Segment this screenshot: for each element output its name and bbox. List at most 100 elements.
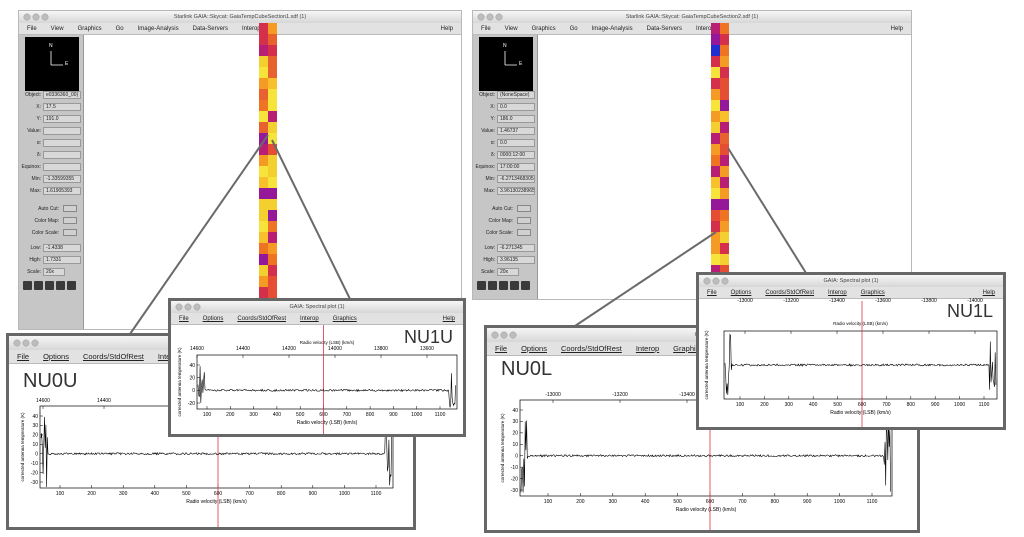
menu-item[interactable]: File xyxy=(179,316,189,322)
window-button[interactable] xyxy=(495,13,503,21)
menu-item[interactable]: Interop xyxy=(635,344,660,353)
menu-item[interactable]: Interop xyxy=(241,26,261,32)
zoom-button[interactable] xyxy=(56,281,65,290)
menu-item[interactable]: Graphics xyxy=(860,290,885,296)
menu-item[interactable]: Graphics xyxy=(673,344,704,353)
window-button[interactable] xyxy=(184,303,192,311)
zoom-button[interactable] xyxy=(510,281,519,290)
menu-item[interactable]: Coords/StdOfRest xyxy=(560,344,622,353)
menu-item[interactable]: File xyxy=(481,26,491,32)
pixel xyxy=(268,254,277,265)
window-button[interactable] xyxy=(22,339,30,347)
zoom-button[interactable] xyxy=(45,281,54,290)
y-axis-label: corrected antenna temperature (K) xyxy=(20,412,25,482)
window-button[interactable] xyxy=(491,331,499,339)
y-tick-label: 10 xyxy=(512,442,518,448)
window-button[interactable] xyxy=(500,331,508,339)
menu-item[interactable]: Interop xyxy=(300,316,319,322)
control-button[interactable] xyxy=(517,205,531,212)
window-button[interactable] xyxy=(703,277,711,285)
menu-item[interactable]: View xyxy=(50,26,64,32)
menu-item[interactable]: Graphics xyxy=(77,26,102,32)
pixel xyxy=(720,133,729,144)
bottom-tick-label: 800 xyxy=(277,491,286,497)
menu-item[interactable]: Options xyxy=(730,290,752,296)
pixel xyxy=(711,166,720,177)
window-button[interactable] xyxy=(175,303,183,311)
menu-item[interactable]: Options xyxy=(43,352,69,361)
menu-item[interactable]: File xyxy=(707,290,717,296)
menu-item[interactable]: Image-Analysis xyxy=(591,26,633,32)
zoom-button[interactable] xyxy=(67,281,76,290)
menu-item[interactable]: File xyxy=(27,26,37,32)
pixel xyxy=(259,155,268,166)
limit-value: -1.4338 xyxy=(43,244,81,252)
zoom-button[interactable] xyxy=(34,281,43,290)
pixel xyxy=(268,78,277,89)
bottom-tick-label: 200 xyxy=(226,412,235,418)
connector-line xyxy=(574,231,717,327)
limit-label: Scale: xyxy=(481,269,495,275)
menu-item[interactable]: Help xyxy=(442,316,455,322)
window-button[interactable] xyxy=(32,13,40,21)
control-button[interactable] xyxy=(63,205,77,212)
menu-item[interactable]: Interop xyxy=(828,290,847,296)
menu-item[interactable]: Help xyxy=(440,26,453,32)
x-axis-label: Radio velocity (LSB) (km/s) xyxy=(830,410,891,416)
pixel xyxy=(720,23,729,34)
menu-item[interactable]: Data-Servers xyxy=(192,26,228,32)
menu-item[interactable]: Graphics xyxy=(531,26,556,32)
field-value: 17.5 xyxy=(43,103,81,111)
menu-item[interactable]: Help xyxy=(890,26,903,32)
menu-item[interactable]: Coords/StdOfRest xyxy=(765,290,815,296)
zoom-button[interactable] xyxy=(23,281,32,290)
control-button[interactable] xyxy=(63,229,77,236)
y-tick-label: 0 xyxy=(192,388,195,394)
control-label: Color Scale: xyxy=(31,230,59,236)
menu-item[interactable]: Image-Analysis xyxy=(137,26,179,32)
control-label: Auto Cut: xyxy=(38,206,59,212)
control-button[interactable] xyxy=(517,217,531,224)
menu-item[interactable]: View xyxy=(504,26,518,32)
window-button[interactable] xyxy=(193,303,201,311)
zoom-button[interactable] xyxy=(499,281,508,290)
zoom-button[interactable] xyxy=(488,281,497,290)
top-tick-label: 13800 xyxy=(374,346,388,352)
window-button[interactable] xyxy=(721,277,729,285)
window-button[interactable] xyxy=(13,339,21,347)
menu-item[interactable]: Graphics xyxy=(332,316,357,322)
pixel xyxy=(720,100,729,111)
zoom-button[interactable] xyxy=(477,281,486,290)
menu-item[interactable]: Go xyxy=(569,26,578,32)
window-button[interactable] xyxy=(31,339,39,347)
menu-item[interactable]: Help xyxy=(982,290,995,296)
top-axis-label: Radio velocity (LSB) (km/s) xyxy=(300,340,355,345)
menu-item[interactable]: Go xyxy=(115,26,124,32)
menu-item[interactable]: Coords/StdOfRest xyxy=(82,352,144,361)
menu-item[interactable]: Options xyxy=(521,344,547,353)
connector-line xyxy=(727,147,807,274)
field-label: Max: xyxy=(30,188,41,194)
limit-value: 3.96135 xyxy=(497,256,535,264)
control-panel: N E Object: e0336360_00) X: 17.5 Y: 191.0 Value:… xyxy=(19,35,84,329)
window-button[interactable] xyxy=(23,13,31,21)
menu-item[interactable]: Data-Servers xyxy=(646,26,682,32)
window-button[interactable] xyxy=(712,277,720,285)
pixel xyxy=(711,89,720,100)
menu-item[interactable]: Options xyxy=(202,316,224,322)
window-button[interactable] xyxy=(477,13,485,21)
menu-item[interactable]: File xyxy=(495,344,508,353)
control-button[interactable] xyxy=(517,229,531,236)
window-button[interactable] xyxy=(41,13,49,21)
control-button[interactable] xyxy=(63,217,77,224)
menu-item[interactable]: Coords/StdOfRest xyxy=(237,316,287,322)
pixel xyxy=(711,122,720,133)
limit-value: 1.7331 xyxy=(43,256,81,264)
window-button[interactable] xyxy=(486,13,494,21)
menu-item[interactable]: Interop xyxy=(695,26,715,32)
limit-value: 20x xyxy=(497,268,519,276)
bottom-tick-label: 1000 xyxy=(954,402,965,408)
zoom-button[interactable] xyxy=(521,281,530,290)
menu-item[interactable]: File xyxy=(17,352,30,361)
window-button[interactable] xyxy=(509,331,517,339)
